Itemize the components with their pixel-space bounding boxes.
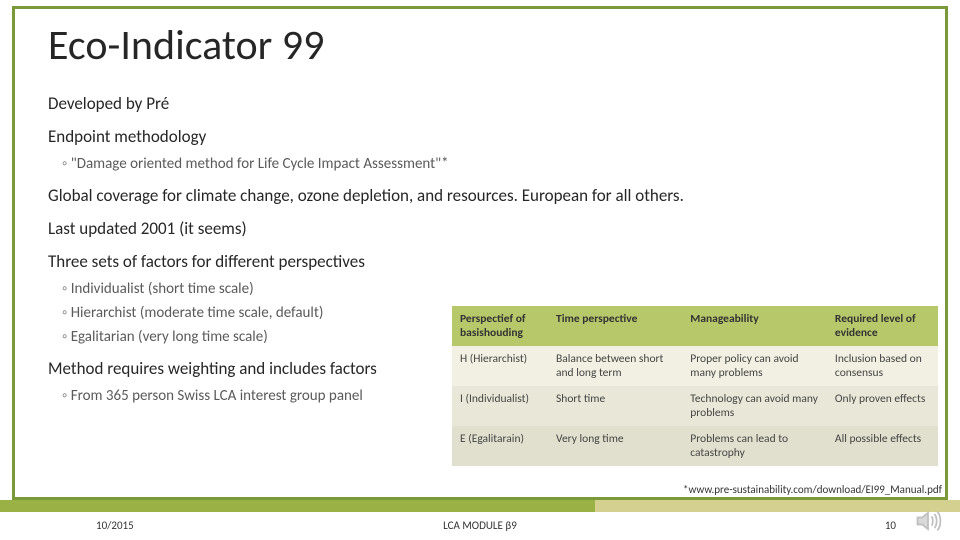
body-line-5: Three sets of factors for different pers… (48, 251, 930, 272)
th-evidence: Required level of evidence (827, 306, 938, 346)
cell: Short time (548, 386, 682, 426)
cell: Proper policy can avoid many problems (682, 346, 827, 386)
perspectives-table: Perspectief of basishouding Time perspec… (452, 306, 938, 466)
cell: Balance between short and long term (548, 346, 682, 386)
cell: All possible effects (827, 426, 938, 466)
body-line-4: Last updated 2001 (it seems) (48, 218, 930, 239)
cell: Problems can lead to catastrophy (682, 426, 827, 466)
table-row: E (Egalitarain) Very long time Problems … (452, 426, 938, 466)
citation-text: *www.pre-sustainability.com/download/EI9… (683, 483, 942, 496)
cell: Inclusion based on consensus (827, 346, 938, 386)
th-manageability: Manageability (682, 306, 827, 346)
body-line-2: Endpoint methodology (48, 126, 930, 147)
cell: H (Hierarchist) (452, 346, 548, 386)
accent-bar (0, 500, 960, 512)
footer-date: 10/2015 (96, 519, 134, 532)
footer-page-number: 10 (885, 519, 896, 532)
th-time: Time perspective (548, 306, 682, 346)
table-row: H (Hierarchist) Balance between short an… (452, 346, 938, 386)
cell: Technology can avoid many problems (682, 386, 827, 426)
body-line-1: Developed by Pré (48, 93, 930, 114)
th-perspective: Perspectief of basishouding (452, 306, 548, 346)
cell: I (Individualist) (452, 386, 548, 426)
footer-center: LCA MODULE β9 (443, 519, 517, 532)
cell: E (Egalitarain) (452, 426, 548, 466)
table-row: I (Individualist) Short time Technology … (452, 386, 938, 426)
cell: Very long time (548, 426, 682, 466)
body-line-3: Global coverage for climate change, ozon… (48, 185, 930, 206)
cell: Only proven effects (827, 386, 938, 426)
table-header-row: Perspectief of basishouding Time perspec… (452, 306, 938, 346)
body-line-5-sub-a: Individualist (short time scale) (62, 280, 930, 298)
speaker-icon (914, 507, 942, 540)
slide-title: Eco-Indicator 99 (48, 20, 930, 71)
body-line-2-sub: "Damage oriented method for Life Cycle I… (62, 155, 930, 173)
